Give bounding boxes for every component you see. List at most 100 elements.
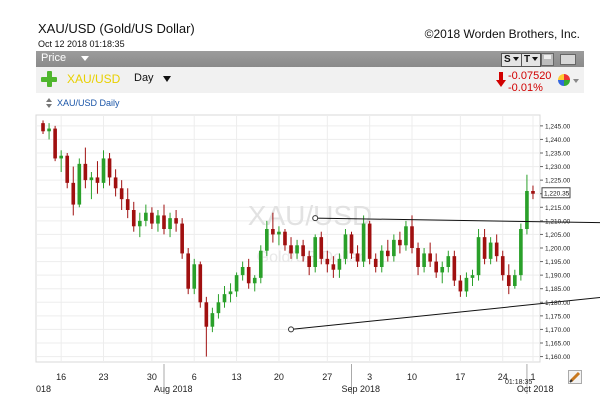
price-tick-label: 1,225.00	[545, 178, 571, 185]
price-tick-label: 1,210.00	[545, 218, 571, 225]
date-tick-label: 27	[322, 372, 332, 382]
candle-body	[470, 275, 475, 278]
price-axis: 1,245.00 1,240.00 1,235.00 1,230.00 1,225.00…	[540, 123, 571, 361]
candle-body	[404, 226, 408, 246]
date-tick-label: 20	[274, 372, 284, 382]
candle-body	[452, 256, 457, 281]
candle-body	[476, 237, 481, 276]
watermark-symbol: XAU/USD	[248, 200, 372, 231]
candle-body	[434, 261, 439, 273]
pencil-icon-body	[569, 371, 581, 383]
save-icon[interactable]	[541, 53, 554, 66]
symbol-label[interactable]: XAU/USD	[67, 72, 121, 86]
time-label: 01:18:35	[505, 379, 532, 386]
candle-body	[307, 256, 311, 267]
candle-body	[113, 177, 118, 189]
candle-body	[428, 253, 432, 262]
price-tick-label: 1,165.00	[545, 341, 571, 348]
candle-body	[95, 177, 100, 183]
candle-body	[295, 245, 299, 254]
change-absolute: -0.07520	[508, 70, 552, 82]
candle-body	[210, 313, 215, 327]
candle-body	[289, 245, 293, 254]
pin-icon[interactable]	[560, 54, 576, 65]
scale-button-label: S	[504, 54, 511, 65]
timeframe-dropdown-icon[interactable]	[163, 76, 171, 82]
candle-body	[137, 220, 142, 227]
price-tick-label: 1,175.00	[545, 313, 571, 320]
color-scheme-icon[interactable]	[558, 74, 570, 86]
timeframe-label[interactable]: Day	[134, 72, 154, 84]
candle-body	[125, 199, 130, 210]
pencil-icon[interactable]	[568, 370, 582, 384]
candle-body	[301, 245, 305, 257]
date-tick-label: 6	[192, 372, 197, 382]
candle-body	[59, 155, 63, 159]
date-tick-label: 30	[147, 372, 157, 382]
candle-body	[464, 277, 469, 292]
candle-body	[101, 158, 106, 183]
candle-body	[494, 242, 499, 257]
date-axis: 16 23 30 6 13 20 27 3 10 17 24 1 018 Aug 2018 Sep 2018…	[36, 364, 553, 394]
candle-body	[349, 234, 354, 254]
move-handle-icon[interactable]	[46, 98, 52, 108]
candle-body	[488, 242, 493, 259]
date-tick-label: 10	[407, 372, 417, 382]
candle-body	[446, 256, 451, 267]
candle-body	[385, 250, 390, 257]
price-tick-label: 1,190.00	[545, 273, 571, 280]
trendline-handle	[312, 215, 319, 222]
candle-body	[440, 267, 445, 273]
candle-body	[319, 237, 324, 259]
candle-body	[180, 223, 184, 254]
price-tick-label: 1,160.00	[545, 354, 571, 361]
candle-body	[458, 280, 463, 292]
price-pane-label[interactable]: Price	[41, 52, 67, 64]
date-tick-label: 24	[498, 372, 508, 382]
tools-button[interactable]: T	[521, 53, 542, 67]
candle-body	[150, 212, 154, 224]
candle-body	[156, 215, 160, 224]
candle-body	[361, 223, 366, 262]
candle-body	[410, 226, 414, 248]
candle-body	[398, 239, 402, 246]
candle-body	[283, 231, 287, 246]
candles	[41, 120, 535, 357]
candle-body	[379, 250, 384, 267]
candle-body	[162, 215, 166, 229]
candle-body	[416, 248, 420, 267]
candle-body	[168, 218, 172, 229]
color-scheme-dropdown-icon[interactable]	[573, 79, 579, 83]
price-tick-label: 1,245.00	[545, 123, 571, 130]
timestamp: Oct 12 2018 01:18:35	[38, 39, 125, 49]
series-legend[interactable]: XAU/USD Daily	[57, 98, 120, 108]
candle-body	[107, 158, 112, 178]
down-arrow-icon	[496, 72, 506, 88]
price-pane-dropdown-icon[interactable]	[81, 56, 89, 61]
date-tick-label: 13	[232, 372, 242, 382]
pencil-icon-svg	[568, 370, 582, 384]
candle-body	[65, 155, 70, 183]
candle-body	[198, 264, 203, 303]
candle-body	[271, 229, 275, 235]
candle-body	[77, 163, 82, 205]
price-tick-label: 1,205.00	[545, 232, 571, 239]
month-label: Sep 2018	[342, 384, 381, 394]
add-symbol-icon[interactable]	[41, 71, 57, 87]
chart-grid	[35, 114, 541, 363]
candle-body	[313, 237, 318, 267]
candle-body	[422, 253, 426, 267]
date-tick-label: 23	[99, 372, 109, 382]
candle-body	[192, 264, 197, 289]
candle-body	[525, 191, 529, 229]
date-tick-label: 16	[56, 372, 66, 382]
candle-body	[258, 250, 263, 278]
candle-body	[89, 177, 94, 181]
candle-body	[392, 239, 396, 257]
price-tick-label: 1,230.00	[545, 164, 571, 171]
candle-body	[325, 258, 330, 265]
symbol-toolbar: XAU/USD Day -0.07520 -0.01%	[36, 67, 584, 94]
month-label: Oct 2018	[517, 384, 554, 394]
candle-body	[174, 218, 178, 224]
